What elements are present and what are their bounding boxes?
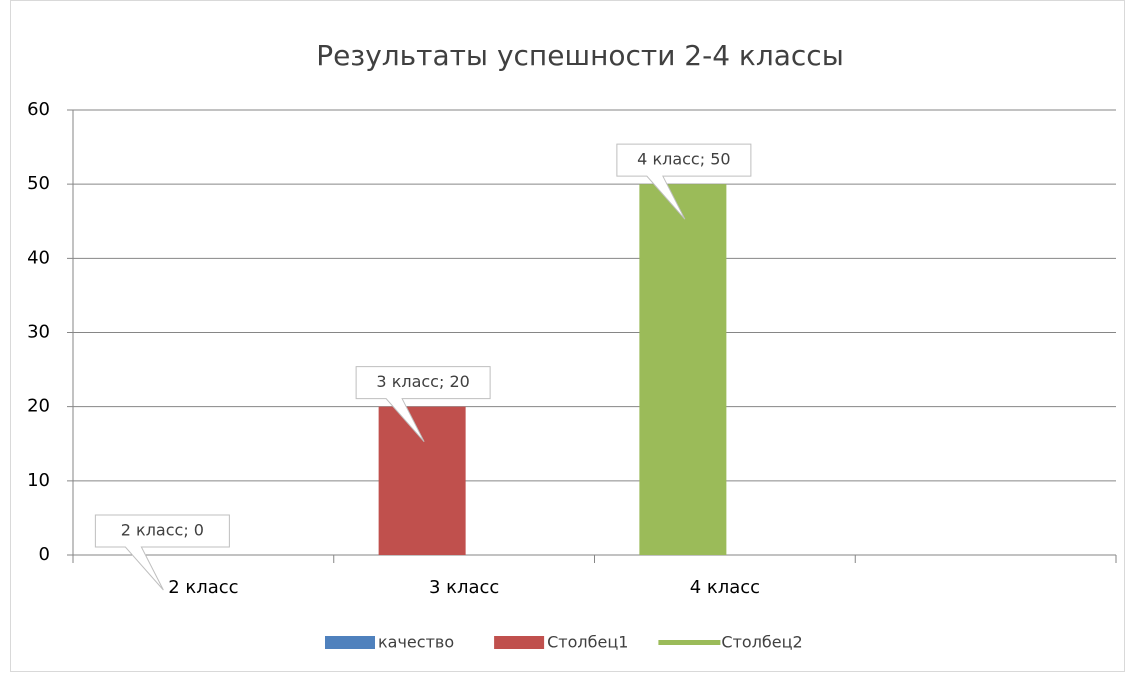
bar bbox=[378, 406, 466, 555]
legend-swatch bbox=[658, 640, 721, 645]
y-tick-label: 50 bbox=[27, 173, 50, 194]
legend-label: Столбец2 bbox=[721, 633, 802, 652]
bar bbox=[639, 184, 727, 555]
data-label: 3 класс; 20 bbox=[376, 372, 469, 391]
data-label-callout bbox=[94, 514, 230, 591]
y-tick-label: 30 bbox=[27, 322, 50, 343]
legend-label: Столбец1 bbox=[547, 633, 628, 652]
y-tick-label: 10 bbox=[27, 470, 50, 491]
y-tick-label: 60 bbox=[27, 99, 50, 120]
legend-swatch bbox=[494, 636, 545, 649]
x-tick-label: 3 класс bbox=[429, 577, 499, 598]
y-tick-label: 40 bbox=[27, 247, 50, 268]
data-label: 4 класс; 50 bbox=[637, 150, 730, 169]
y-tick-label: 0 bbox=[39, 544, 50, 565]
x-tick-label: 2 класс bbox=[168, 577, 238, 598]
data-label: 2 класс; 0 bbox=[121, 521, 204, 540]
legend-label: качество bbox=[378, 633, 454, 652]
x-tick-label: 4 класс bbox=[690, 577, 760, 598]
chart-frame bbox=[10, 0, 1125, 672]
data-label-callout bbox=[355, 366, 491, 442]
chart-title: Результаты успешности 2-4 классы bbox=[316, 39, 844, 72]
y-tick-label: 20 bbox=[27, 396, 50, 417]
legend-swatch bbox=[325, 636, 375, 649]
data-label-callout bbox=[616, 143, 752, 220]
